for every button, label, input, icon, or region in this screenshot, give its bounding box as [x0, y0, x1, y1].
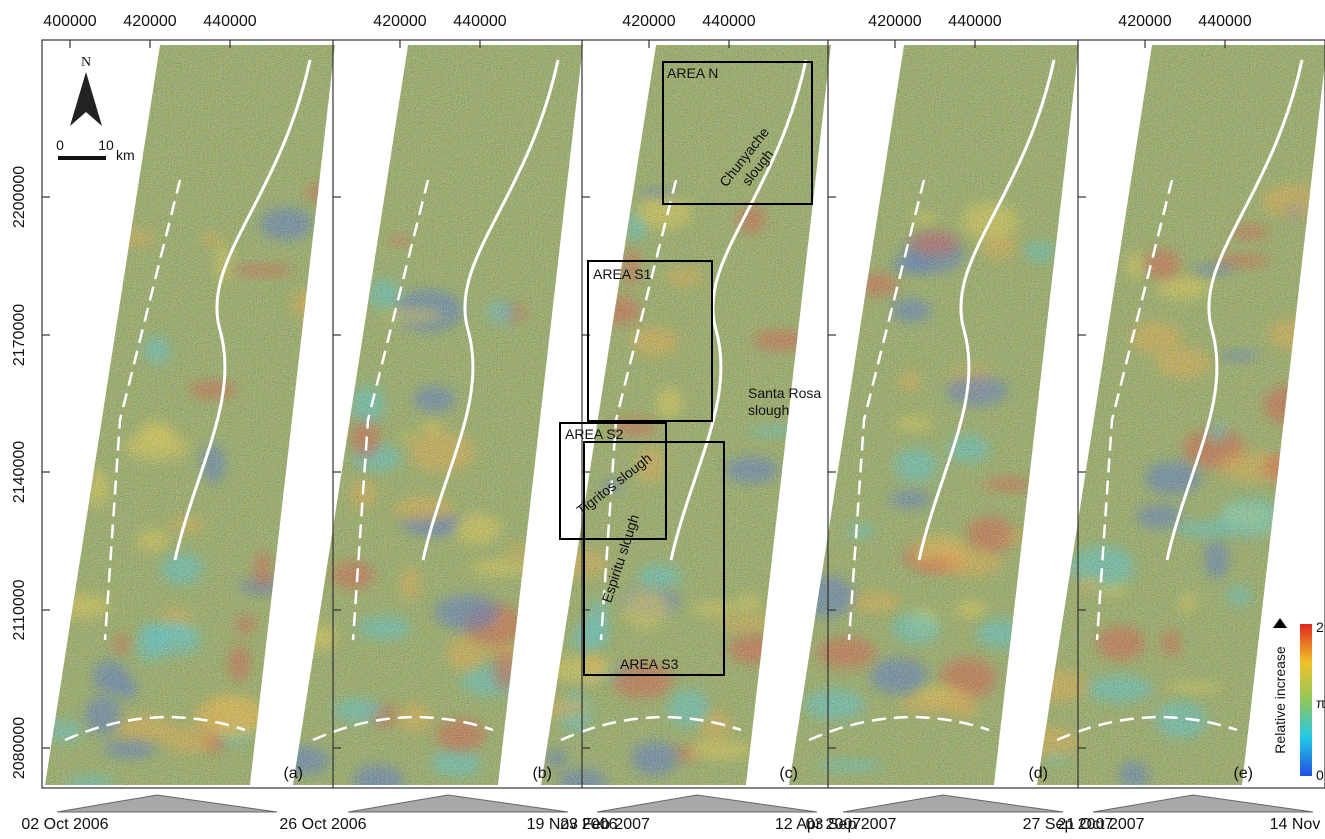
x-tick-label: 420000: [622, 13, 675, 30]
panel-label: (c): [779, 765, 798, 782]
slough-label: slough: [748, 402, 789, 418]
scale-unit: km: [116, 147, 135, 163]
x-tick-label: 420000: [1118, 13, 1171, 30]
date-triangle: [57, 795, 277, 812]
scale-end: 10: [98, 137, 114, 153]
x-tick-label: 440000: [453, 13, 506, 30]
colorbar-max: 2π: [1316, 619, 1325, 635]
x-tick-label: 440000: [948, 13, 1001, 30]
colorbar: [1300, 624, 1312, 776]
area-label: AREA S3: [620, 656, 679, 672]
date-triangle: [1093, 795, 1313, 812]
start-date: 02 Oct 2006: [21, 816, 108, 833]
x-tick-label: 440000: [702, 13, 755, 30]
area-label: AREA S1: [593, 266, 652, 282]
date-triangle: [843, 795, 1063, 812]
colorbar-arrow: [1273, 618, 1287, 628]
start-date: 23 Feb 2007: [560, 816, 650, 833]
x-tick-label: 420000: [868, 13, 921, 30]
x-tick-label: 400000: [43, 13, 96, 30]
panel-label: (d): [1028, 765, 1048, 782]
slough-label: Santa Rosa: [748, 385, 821, 401]
north-arrow: [70, 72, 102, 126]
colorbar-mid: π: [1316, 695, 1325, 711]
x-tick-label: 440000: [1198, 13, 1251, 30]
area-label: AREA N: [667, 65, 718, 81]
panel-label: (e): [1233, 765, 1253, 782]
y-tick-label: 2200000: [11, 166, 28, 228]
x-tick-label: 420000: [123, 13, 176, 30]
end-date: 14 Nov 2007: [1270, 816, 1325, 833]
north-label: N: [81, 55, 91, 70]
start-date: 21 Oct 2007: [1057, 816, 1144, 833]
colorbar-title: Relative increase: [1272, 646, 1288, 754]
scale-start: 0: [56, 137, 64, 153]
y-tick-label: 2110000: [11, 579, 28, 640]
y-tick-label: 2080000: [11, 717, 28, 779]
panel-label: (b): [532, 765, 552, 782]
figure: 400000 420000 440000 (a) 02 Oct 2006 26 Oct 2…: [0, 0, 1325, 834]
area-label: AREA S2: [565, 426, 624, 442]
end-date: 26 Oct 2006: [279, 816, 366, 833]
colorbar-min: 0: [1316, 767, 1324, 783]
date-triangle: [348, 795, 568, 812]
x-tick-label: 420000: [373, 13, 426, 30]
x-tick-label: 440000: [203, 13, 256, 30]
date-triangle: [597, 795, 817, 812]
y-tick-label: 2170000: [11, 304, 28, 366]
start-date: 03 Sep 2007: [806, 816, 897, 833]
panel-label: (a): [283, 765, 303, 782]
y-tick-label: 2140000: [11, 441, 28, 503]
